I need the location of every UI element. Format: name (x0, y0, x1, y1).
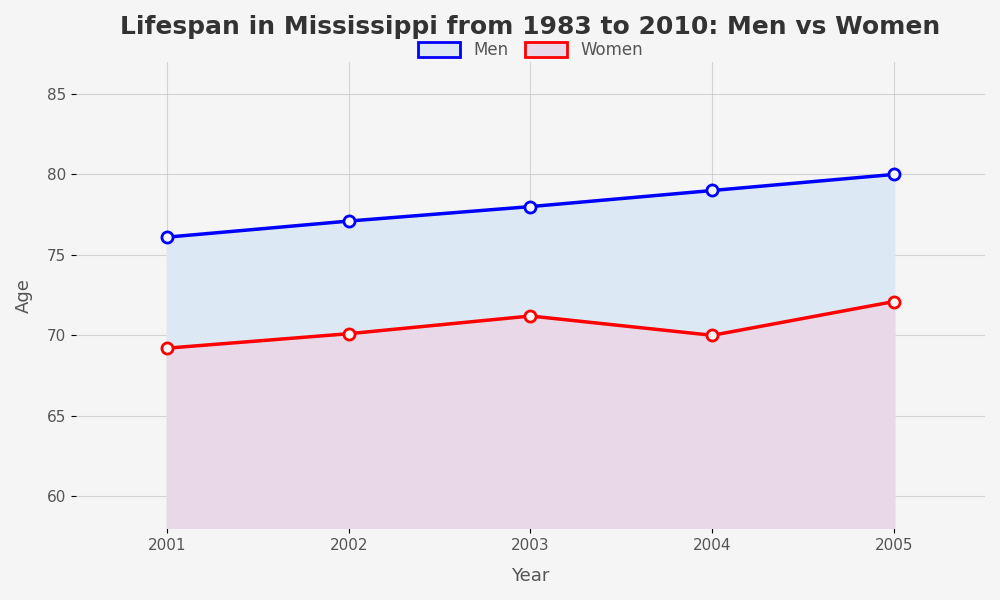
X-axis label: Year: Year (511, 567, 550, 585)
Title: Lifespan in Mississippi from 1983 to 2010: Men vs Women: Lifespan in Mississippi from 1983 to 201… (120, 15, 941, 39)
Legend: Men, Women: Men, Women (410, 33, 651, 67)
Y-axis label: Age: Age (15, 278, 33, 313)
